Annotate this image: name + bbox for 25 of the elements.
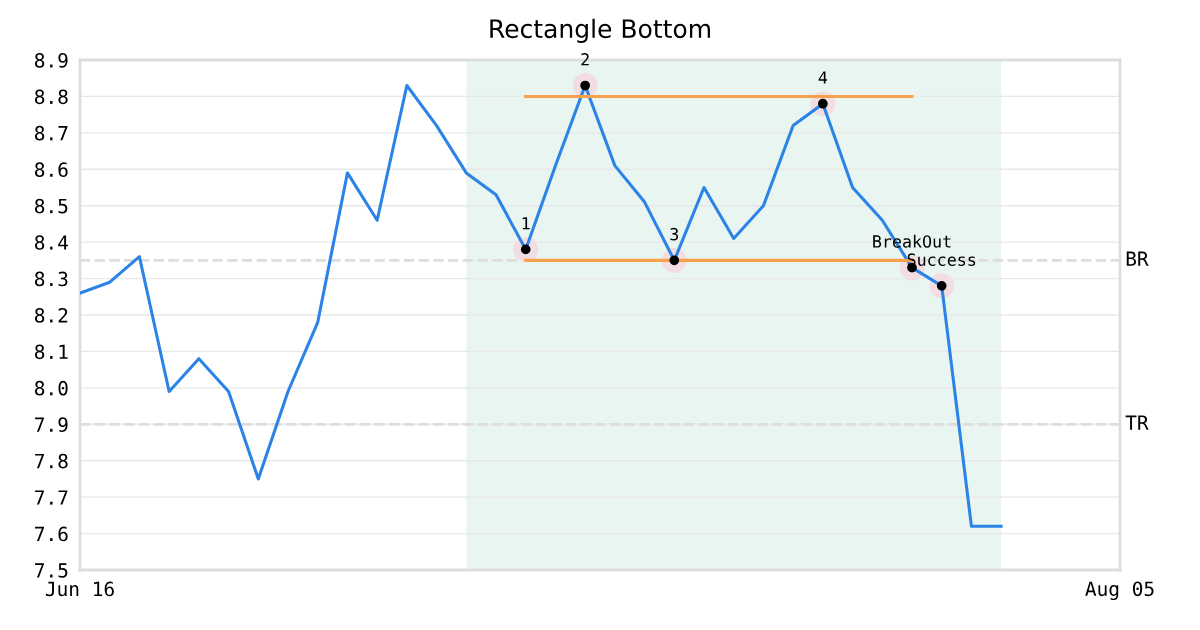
annotation: 1 — [522, 217, 530, 230]
y-tick-label: 8.3 — [35, 271, 68, 287]
y-tick-label: 8.1 — [35, 344, 68, 360]
y-tick-label: 8.4 — [35, 235, 68, 250]
annotation: 3 — [670, 227, 679, 241]
ref-line-label: TR — [1125, 415, 1149, 430]
y-tick-label: 8.5 — [35, 198, 68, 214]
annotation: 2 — [581, 53, 589, 66]
y-tick-label: 7.7 — [35, 490, 68, 505]
y-tick-label: 7.8 — [35, 453, 68, 469]
y-tick-label: 7.9 — [35, 417, 68, 432]
annotation: 4 — [818, 71, 828, 84]
y-tick-label: 8.2 — [35, 308, 68, 323]
y-tick-label: 8.7 — [35, 125, 68, 141]
chart-title: Rectangle Bottom — [490, 18, 710, 43]
annotation: Success — [907, 253, 976, 266]
y-tick-label: 8.0 — [35, 380, 68, 396]
ref-line-label: BR — [1126, 251, 1149, 266]
y-tick-label: 7.5 — [35, 563, 68, 578]
x-tick-label: Jun 16 — [45, 581, 114, 597]
y-tick-label: 7.6 — [35, 526, 68, 542]
y-tick-label: 8.9 — [35, 53, 68, 68]
y-tick-label: 8.8 — [35, 89, 68, 105]
x-tick-label: Aug 05 — [1085, 581, 1154, 601]
y-tick-label: 8.6 — [35, 162, 68, 177]
